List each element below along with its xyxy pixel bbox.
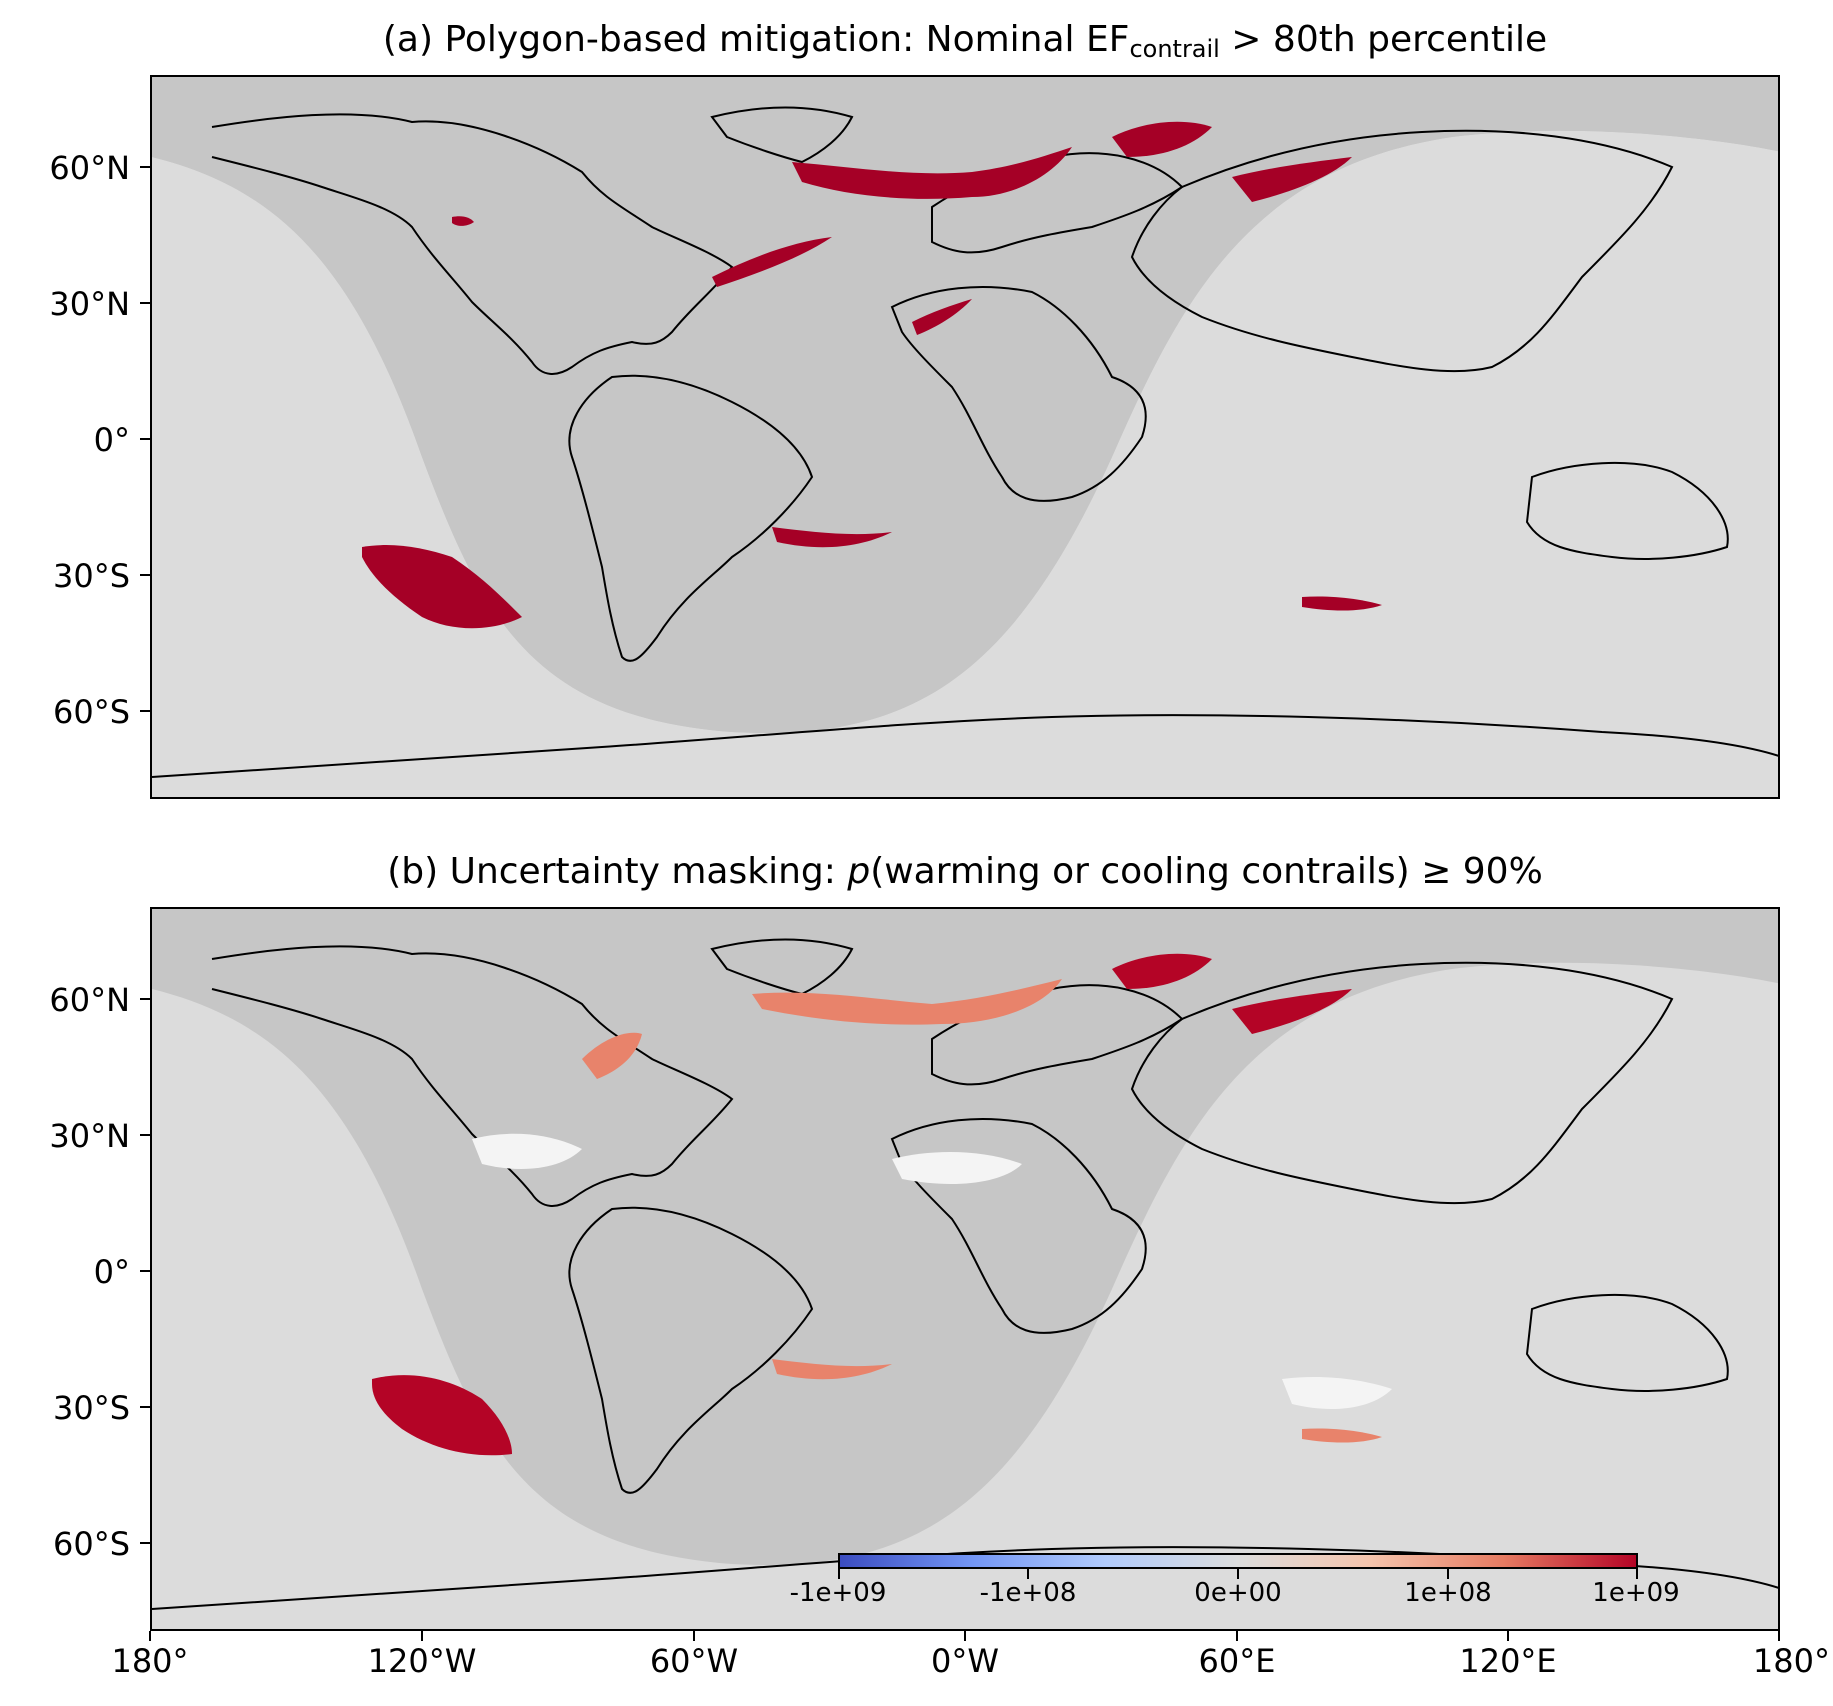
- coast-australia-b: [1525, 1293, 1729, 1392]
- lat-tick-b-2: [140, 1270, 150, 1272]
- coast-africa-b: [890, 1118, 1147, 1334]
- daylight-arctic: [152, 77, 1778, 733]
- coast-south-america-b: [568, 1206, 814, 1494]
- warming-labrador: [582, 1032, 642, 1079]
- region-north-atlantic: [792, 147, 1072, 199]
- cbar-tick-2: [1237, 1569, 1239, 1579]
- region-south-pacific: [362, 545, 522, 629]
- coast-greenland-b: [710, 938, 854, 996]
- cbar-label-3: 1e+08: [1404, 1578, 1492, 1608]
- cbar-tick-1: [1027, 1569, 1029, 1579]
- lat-tick-a-1: [140, 302, 150, 304]
- lat-tick-a-2: [140, 438, 150, 440]
- lat-label-a-0: 60°N: [49, 149, 130, 187]
- lon-tick-3: [964, 1631, 966, 1641]
- cbar-tick-0: [838, 1569, 840, 1579]
- region-russia: [1232, 157, 1352, 202]
- region-atlantic-band-2: [912, 299, 972, 335]
- lon-tick-0: [149, 1631, 151, 1641]
- uncertain-central-america: [472, 1133, 582, 1169]
- cbar-label-0: -1e+09: [789, 1578, 887, 1608]
- lon-label-1: 120°W: [367, 1642, 477, 1680]
- map-panel-b: [150, 907, 1780, 1631]
- warming-regions: [372, 953, 1382, 1456]
- coast-africa: [890, 286, 1147, 502]
- coastlines: [152, 106, 1778, 778]
- lat-label-b-1: 30°N: [49, 1117, 130, 1155]
- region-atlantic-band-1: [712, 237, 832, 287]
- panel-a-title-suffix: > 80th percentile: [1219, 19, 1548, 60]
- lon-tick-2: [693, 1631, 695, 1641]
- lat-label-a-3: 30°S: [52, 557, 130, 595]
- coast-south-america: [568, 374, 814, 662]
- region-scandinavia: [1112, 121, 1212, 157]
- warming-russia: [1232, 989, 1352, 1034]
- coast-australia: [1525, 461, 1729, 560]
- warming-southern-ocean: [1302, 1428, 1382, 1443]
- lon-tick-5: [1507, 1631, 1509, 1641]
- lat-label-a-1: 30°N: [49, 285, 130, 323]
- lon-label-6: 180°: [1752, 1642, 1830, 1680]
- coast-asia: [1130, 129, 1674, 373]
- panel-b-title-prefix: (b) Uncertainty masking:: [387, 851, 848, 892]
- region-southern-ocean: [1302, 596, 1382, 611]
- coast-asia-b: [1130, 961, 1674, 1205]
- warming-south-pacific: [372, 1375, 512, 1456]
- lon-label-5: 120°E: [1459, 1642, 1557, 1680]
- lon-label-4: 60°E: [1198, 1642, 1276, 1680]
- uncertain-regions: [472, 1133, 1392, 1409]
- panel-a-title-sub: contrail: [1129, 35, 1220, 63]
- panel-a-title: (a) Polygon-based mitigation: Nominal EF…: [150, 20, 1780, 69]
- lat-tick-a-0: [140, 166, 150, 168]
- lat-label-a-2: 0°: [93, 421, 130, 459]
- panel-b-title: (b) Uncertainty masking: p(warming or co…: [150, 852, 1780, 892]
- lon-label-0: 180°: [111, 1642, 189, 1680]
- cbar-tick-4: [1636, 1569, 1638, 1579]
- panel-b-title-italic: p: [847, 851, 871, 892]
- mitigation-regions: [362, 121, 1382, 629]
- warming-south-atlantic: [772, 1359, 892, 1380]
- lat-tick-b-0: [140, 998, 150, 1000]
- panel-b-title-suffix: (warming or cooling contrails) ≥ 90%: [870, 851, 1543, 892]
- warming-scandinavia: [1112, 953, 1212, 989]
- lat-label-b-4: 60°S: [52, 1525, 130, 1563]
- lon-tick-4: [1236, 1631, 1238, 1641]
- lon-label-2: 60°W: [649, 1642, 739, 1680]
- panel-a-title-prefix: (a) Polygon-based mitigation: Nominal EF: [382, 19, 1130, 60]
- lat-tick-a-4: [140, 710, 150, 712]
- coast-north-america: [211, 113, 734, 375]
- cbar-label-2: 0e+00: [1194, 1578, 1282, 1608]
- lat-tick-a-3: [140, 574, 150, 576]
- lat-tick-b-4: [140, 1542, 150, 1544]
- cbar-label-4: 1e+09: [1592, 1578, 1680, 1608]
- map-b-svg: [152, 938, 1778, 1629]
- lat-label-b-0: 60°N: [49, 981, 130, 1019]
- map-panel-a: [150, 75, 1780, 799]
- map-a-svg: [152, 77, 1778, 797]
- warming-north-atlantic: [752, 979, 1062, 1025]
- daylight-region: [152, 130, 1778, 797]
- region-north-pacific: [452, 216, 474, 226]
- lon-tick-1: [421, 1631, 423, 1641]
- lat-label-b-2: 0°: [93, 1253, 130, 1291]
- uncertain-africa: [892, 1152, 1022, 1184]
- uncertain-southern-indian: [1282, 1377, 1392, 1409]
- lat-tick-b-1: [140, 1134, 150, 1136]
- colorbar: [838, 1553, 1638, 1569]
- lon-tick-6: [1778, 1631, 1780, 1641]
- coast-greenland: [710, 106, 854, 164]
- lon-label-3: 0°W: [931, 1642, 999, 1680]
- coast-antarctica: [152, 714, 1778, 778]
- daylight-region-b: [152, 962, 1778, 1629]
- coast-north-america-b: [211, 945, 734, 1207]
- cbar-tick-3: [1447, 1569, 1449, 1579]
- region-south-atlantic: [772, 527, 892, 548]
- lat-label-a-4: 60°S: [52, 693, 130, 731]
- cbar-label-1: -1e+08: [979, 1578, 1077, 1608]
- lat-label-b-3: 30°S: [52, 1389, 130, 1427]
- lat-tick-b-3: [140, 1406, 150, 1408]
